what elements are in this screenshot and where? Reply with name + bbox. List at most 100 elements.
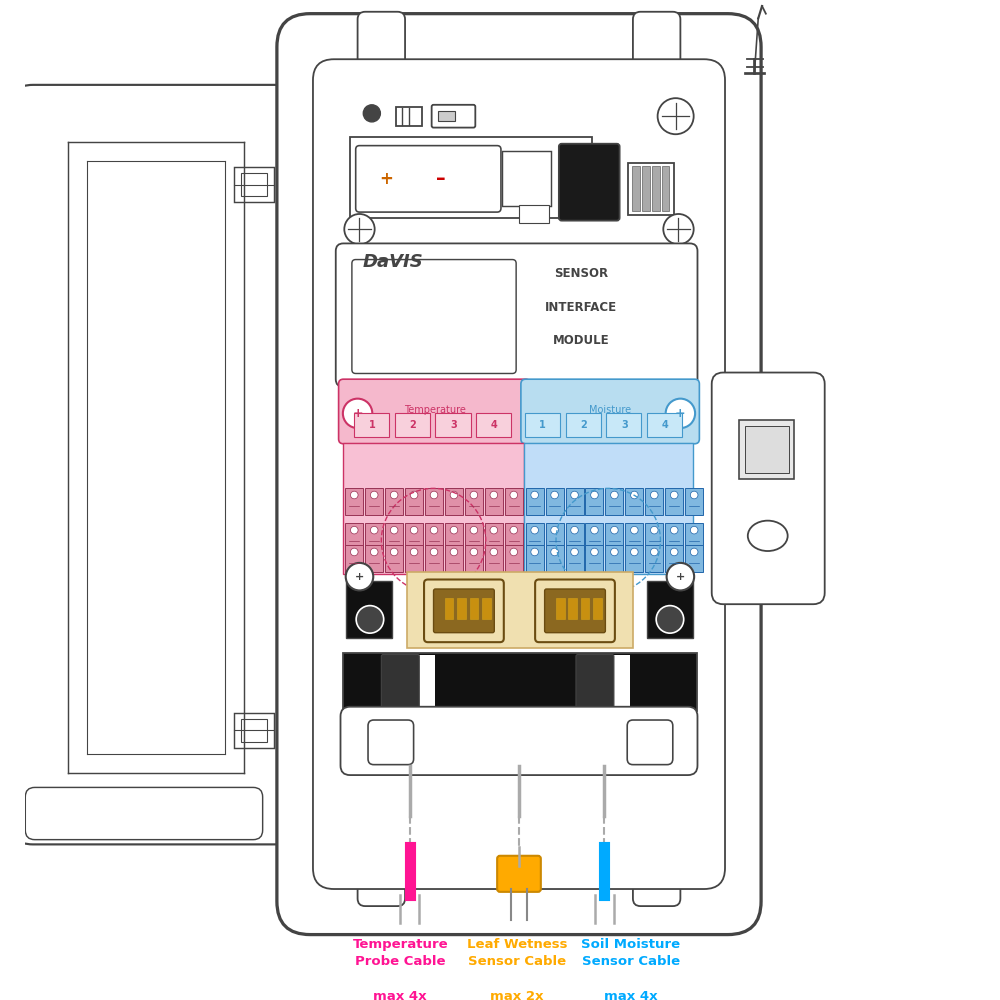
Bar (445, 523, 463, 550)
FancyBboxPatch shape (633, 842, 680, 906)
Bar (566, 413, 601, 437)
FancyBboxPatch shape (434, 589, 494, 633)
Bar (365, 523, 383, 550)
Bar (505, 488, 523, 515)
Circle shape (470, 548, 478, 556)
Bar (628, 163, 674, 215)
Bar (343, 653, 697, 711)
Circle shape (531, 548, 538, 556)
FancyBboxPatch shape (358, 842, 405, 906)
Bar (525, 413, 560, 437)
Text: Temperature
Probe Cable: Temperature Probe Cable (352, 938, 448, 968)
Bar (665, 523, 683, 550)
FancyBboxPatch shape (497, 856, 541, 892)
Bar (425, 488, 443, 515)
Circle shape (356, 606, 384, 633)
Bar (502, 151, 551, 206)
Bar (685, 545, 703, 572)
Bar (385, 523, 403, 550)
Text: Moisture: Moisture (589, 405, 631, 415)
Circle shape (490, 548, 498, 556)
Circle shape (631, 491, 638, 499)
Circle shape (551, 548, 558, 556)
Circle shape (510, 526, 518, 534)
FancyBboxPatch shape (535, 580, 615, 642)
Bar (685, 523, 703, 550)
Bar (425, 523, 443, 550)
Bar (435, 413, 471, 437)
Circle shape (490, 491, 498, 499)
Text: INTERFACE: INTERFACE (545, 301, 617, 314)
Circle shape (571, 491, 578, 499)
Text: max 4x: max 4x (604, 990, 658, 1000)
Bar (662, 166, 669, 211)
Circle shape (551, 491, 558, 499)
Circle shape (690, 526, 698, 534)
Circle shape (571, 548, 578, 556)
Text: Temperature: Temperature (404, 405, 465, 415)
Bar (343, 443, 524, 574)
Bar (526, 488, 544, 515)
Bar (546, 523, 564, 550)
Text: DaVIS: DaVIS (362, 253, 423, 271)
Circle shape (670, 548, 678, 556)
Circle shape (591, 526, 598, 534)
Bar (470, 598, 478, 619)
Bar (485, 523, 503, 550)
Text: max 2x: max 2x (490, 990, 544, 1000)
Bar (395, 413, 430, 437)
FancyBboxPatch shape (368, 720, 414, 765)
Bar (480, 248, 487, 272)
FancyBboxPatch shape (432, 105, 475, 128)
Text: 3: 3 (621, 420, 628, 430)
Circle shape (430, 526, 438, 534)
Bar (234, 713, 274, 748)
Circle shape (571, 526, 578, 534)
FancyBboxPatch shape (339, 379, 530, 444)
Bar (519, 205, 549, 223)
FancyBboxPatch shape (336, 243, 697, 387)
Bar (524, 443, 693, 574)
Text: 3: 3 (450, 420, 457, 430)
Text: 4: 4 (491, 420, 498, 430)
Circle shape (350, 491, 358, 499)
Text: +: + (676, 572, 685, 582)
Circle shape (631, 526, 638, 534)
Circle shape (667, 563, 694, 590)
Bar (345, 523, 363, 550)
Bar (472, 253, 478, 272)
Circle shape (650, 491, 658, 499)
Circle shape (670, 491, 678, 499)
Circle shape (346, 563, 373, 590)
Circle shape (410, 548, 418, 556)
Bar (566, 523, 584, 550)
Bar (354, 413, 389, 437)
Text: 1: 1 (368, 420, 375, 430)
Bar (485, 545, 503, 572)
Circle shape (470, 526, 478, 534)
Text: SENSOR: SENSOR (554, 267, 608, 280)
Bar (625, 488, 643, 515)
Bar (346, 581, 392, 638)
FancyBboxPatch shape (340, 707, 697, 775)
Bar (645, 523, 663, 550)
Bar (605, 523, 623, 550)
Bar (581, 598, 589, 619)
Bar (652, 166, 660, 211)
Bar (234, 167, 274, 202)
Circle shape (631, 548, 638, 556)
Bar (241, 719, 267, 742)
FancyBboxPatch shape (358, 12, 405, 76)
Bar (593, 598, 602, 619)
Circle shape (390, 491, 398, 499)
Circle shape (591, 491, 598, 499)
Circle shape (690, 491, 698, 499)
Text: +: + (352, 407, 363, 420)
Bar (476, 413, 511, 437)
Bar (647, 413, 682, 437)
Text: MODULE: MODULE (552, 334, 609, 347)
FancyBboxPatch shape (381, 655, 419, 710)
Circle shape (343, 399, 372, 428)
Bar (445, 545, 463, 572)
Ellipse shape (748, 521, 788, 551)
